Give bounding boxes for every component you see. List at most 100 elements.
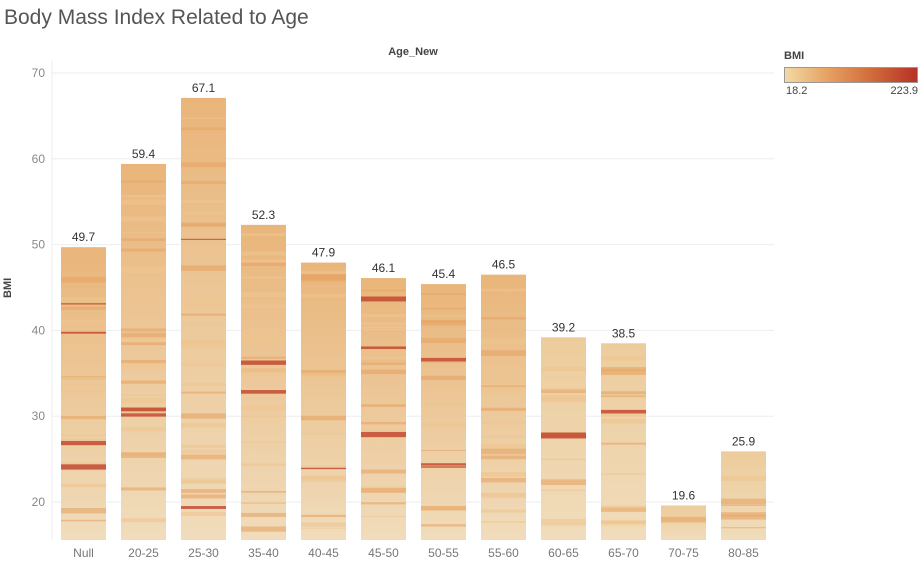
column-header: Age_New bbox=[388, 46, 438, 58]
bar-segment bbox=[721, 514, 766, 520]
bar-segment bbox=[601, 442, 646, 445]
bar-segment bbox=[601, 409, 646, 414]
bar-segment bbox=[481, 338, 526, 345]
bar-segment bbox=[121, 199, 166, 205]
bar-segment bbox=[181, 449, 226, 454]
bar-segment bbox=[301, 432, 346, 435]
bar-segment bbox=[301, 522, 346, 527]
bar-segment bbox=[61, 297, 106, 302]
bar-segment bbox=[181, 211, 226, 215]
bar-segment bbox=[241, 490, 286, 493]
bar-segment bbox=[361, 469, 406, 474]
bar-segment bbox=[421, 505, 466, 511]
bar-segment bbox=[241, 259, 286, 263]
bar-segment bbox=[241, 338, 286, 344]
bar-segment bbox=[361, 431, 406, 438]
bar-segment bbox=[601, 356, 646, 361]
bar-segment bbox=[61, 440, 106, 446]
bar-segment bbox=[61, 378, 106, 380]
bar-segment bbox=[121, 413, 166, 417]
bar-segment bbox=[481, 380, 526, 383]
bar-segment bbox=[241, 304, 286, 309]
bar-segment bbox=[181, 302, 226, 309]
bar-segment bbox=[541, 394, 586, 401]
y-tick-label: 70 bbox=[32, 66, 46, 80]
y-tick-label: 60 bbox=[32, 152, 46, 166]
bar-segment bbox=[301, 270, 346, 274]
bar-segment bbox=[361, 421, 406, 425]
x-tick-label: 65-70 bbox=[608, 546, 639, 560]
bar-segment bbox=[121, 238, 166, 241]
x-tick-label: 80-85 bbox=[728, 546, 759, 560]
y-tick-label: 50 bbox=[32, 238, 46, 252]
bar-segment bbox=[481, 388, 526, 394]
bar-segment bbox=[481, 477, 526, 483]
bar-segment bbox=[121, 248, 166, 252]
bar-segment bbox=[241, 512, 286, 517]
bar-segment bbox=[481, 472, 526, 477]
data-label: 59.4 bbox=[132, 147, 156, 161]
data-label: 47.9 bbox=[312, 246, 336, 260]
bar-segment bbox=[61, 331, 106, 334]
bar-segment bbox=[361, 357, 406, 363]
bar-segment bbox=[721, 512, 766, 517]
x-tick-label: 60-65 bbox=[548, 546, 579, 560]
color-legend: BMI 18.2 223.9 bbox=[784, 50, 922, 99]
bar-segment bbox=[241, 276, 286, 279]
bar-segment bbox=[121, 332, 166, 338]
bar-segment bbox=[301, 372, 346, 378]
bar-segment bbox=[301, 272, 346, 274]
bar-segment bbox=[121, 266, 166, 273]
bar-segment bbox=[181, 511, 226, 516]
bar-segment bbox=[241, 463, 286, 466]
bar-segment bbox=[481, 435, 526, 438]
bar-segment bbox=[241, 405, 286, 411]
bar-70-75 bbox=[661, 505, 706, 540]
bar-segment bbox=[61, 519, 106, 522]
bar-25-30 bbox=[181, 97, 226, 540]
bar-80-85 bbox=[721, 451, 766, 540]
bar-segment bbox=[181, 506, 226, 509]
bar-segment bbox=[481, 288, 526, 292]
bar-segment bbox=[181, 340, 226, 345]
bar-segment bbox=[181, 117, 226, 119]
bar-segment bbox=[121, 380, 166, 384]
bar-segment bbox=[121, 398, 166, 404]
bar-segment bbox=[301, 514, 346, 518]
bar-segment bbox=[361, 346, 406, 350]
x-tick-label: 50-55 bbox=[428, 546, 459, 560]
bar-segment bbox=[61, 483, 106, 488]
bar-segment bbox=[361, 369, 406, 375]
bar-segment bbox=[601, 395, 646, 398]
bar-segment bbox=[481, 443, 526, 450]
bar-segment bbox=[121, 487, 166, 491]
bar-segment bbox=[181, 323, 226, 325]
x-tick-label: 20-25 bbox=[128, 546, 159, 560]
bar-segment bbox=[181, 313, 226, 316]
bar-45-50 bbox=[361, 278, 406, 540]
bar-segment bbox=[361, 322, 406, 325]
data-label: 25.9 bbox=[732, 434, 756, 448]
data-label: 49.7 bbox=[72, 230, 96, 244]
bar-segment bbox=[421, 361, 466, 363]
bar-segment bbox=[121, 342, 166, 346]
bar-segment bbox=[541, 518, 586, 524]
bar-segment bbox=[61, 276, 106, 283]
bar-segment bbox=[541, 489, 586, 492]
bar-segment bbox=[361, 328, 406, 331]
bar-40-45 bbox=[301, 262, 346, 540]
bar-segment bbox=[61, 376, 106, 379]
y-tick-label: 20 bbox=[32, 495, 46, 509]
bar-segment bbox=[421, 524, 466, 527]
bar-segment bbox=[241, 526, 286, 532]
bar-segment bbox=[301, 293, 346, 298]
bar-segment bbox=[481, 421, 526, 424]
bar-segment bbox=[181, 200, 226, 204]
x-tick-label: 40-45 bbox=[308, 546, 339, 560]
bar-segment bbox=[61, 383, 106, 386]
bar-segment bbox=[601, 391, 646, 395]
legend-min-label: 18.2 bbox=[786, 85, 808, 97]
bar-segment bbox=[601, 413, 646, 417]
bar-segment bbox=[121, 518, 166, 523]
chart-title: Body Mass Index Related to Age bbox=[4, 6, 309, 29]
